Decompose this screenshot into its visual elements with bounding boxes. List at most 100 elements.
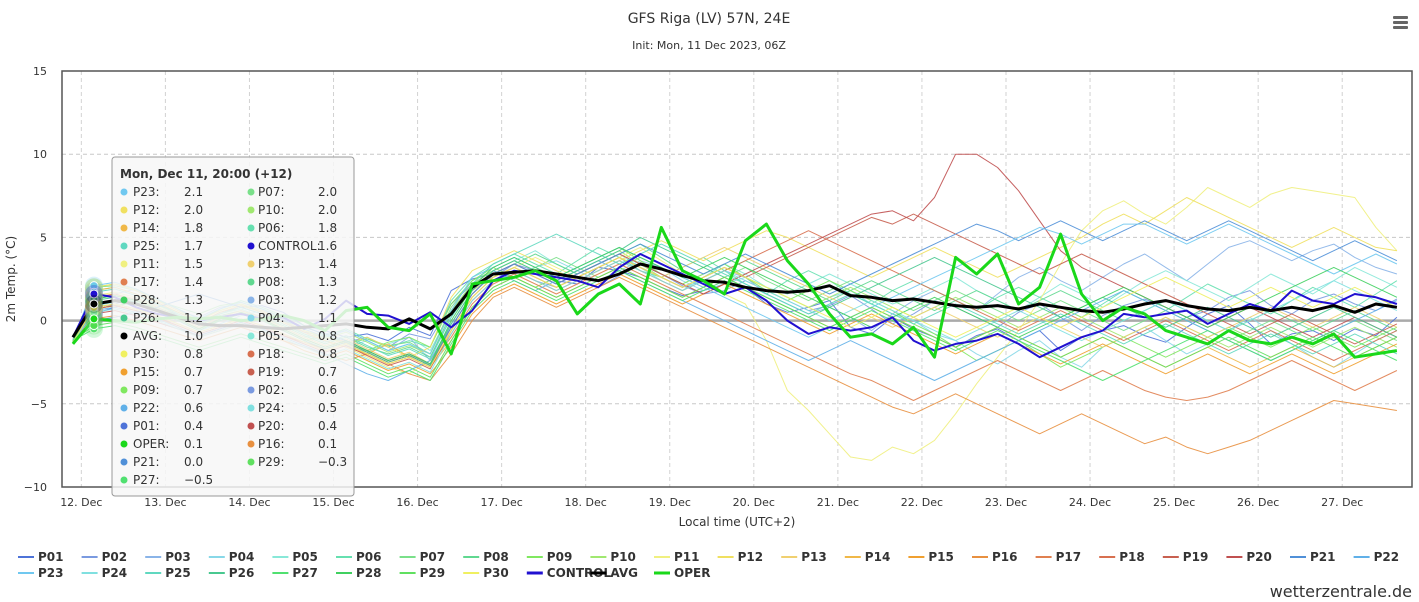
tooltip-dot (247, 404, 255, 412)
tooltip-series-name: P22: (133, 401, 160, 415)
tooltip-series-name: P30: (133, 347, 160, 361)
tooltip-dot (120, 188, 128, 196)
legend-item-p04[interactable]: P04 (208, 550, 255, 564)
legend-item-p13[interactable]: P13 (781, 550, 827, 564)
tooltip-box (111, 156, 355, 497)
tooltip-series-value: 1.2 (318, 293, 337, 307)
tooltip-series-name: P07: (258, 185, 285, 199)
x-tick-label: 20. Dec (733, 496, 775, 509)
legend-item-p25[interactable]: P25 (145, 566, 191, 580)
legend-item-oper[interactable]: OPER (654, 566, 710, 580)
legend-item-p12[interactable]: P12 (717, 550, 764, 564)
legend-item-avg[interactable]: AVG (590, 566, 638, 580)
legend-label: P28 (356, 566, 382, 580)
tooltip-dot (120, 404, 128, 412)
tooltip-series-value: 1.2 (184, 311, 203, 325)
plot-area[interactable] (61, 70, 1413, 488)
legend-item-p23[interactable]: P23 (18, 566, 64, 580)
legend-item-p16[interactable]: P16 (972, 550, 1018, 564)
x-tick-label: 18. Dec (565, 496, 607, 509)
legend-item-p08[interactable]: P08 (463, 550, 509, 564)
legend-item-p07[interactable]: P07 (399, 550, 446, 564)
legend-item-p01[interactable]: P01 (18, 550, 64, 564)
tooltip-series-value: 2.0 (318, 185, 337, 199)
legend-label: P03 (165, 550, 191, 564)
legend-item-p24[interactable]: P24 (81, 566, 128, 580)
legend-item-control[interactable]: CONTROL (526, 566, 612, 580)
tooltip-series-name: P20: (258, 419, 285, 433)
legend-item-p29[interactable]: P29 (399, 566, 446, 580)
tooltip-series-name: P08: (258, 275, 285, 289)
legend-item-p26[interactable]: P26 (208, 566, 255, 580)
legend-item-p10[interactable]: P10 (590, 550, 636, 564)
legend-item-p03[interactable]: P03 (145, 550, 191, 564)
tooltip-series-name: P24: (258, 401, 285, 415)
tooltip-series-value: 1.4 (184, 275, 203, 289)
legend-label: OPER (674, 566, 710, 580)
tooltip-dot (120, 332, 128, 340)
x-tick-label: 14. Dec (228, 496, 270, 509)
tooltip-series-value: 1.6 (318, 239, 337, 253)
legend-item-p11[interactable]: P11 (654, 550, 700, 564)
tooltip-series-name: P02: (258, 383, 285, 397)
tooltip-dot (120, 314, 128, 322)
tooltip-dot (247, 260, 255, 268)
tooltip-series-name: P17: (133, 275, 160, 289)
x-tick-label: 13. Dec (144, 496, 186, 509)
x-tick-label: 27. Dec (1321, 496, 1363, 509)
x-tick-label: 24. Dec (1069, 496, 1111, 509)
x-tick-label: 16. Dec (396, 496, 438, 509)
legend-label: P15 (928, 550, 954, 564)
legend-item-p05[interactable]: P05 (272, 550, 318, 564)
legend-item-p06[interactable]: P06 (336, 550, 382, 564)
x-tick-label: 25. Dec (1153, 496, 1195, 509)
tooltip-dot (120, 206, 128, 214)
tooltip-series-value: 2.0 (318, 203, 337, 217)
tooltip-series-name: CONTROL: (258, 239, 321, 253)
legend-label: P20 (1246, 550, 1272, 564)
legend-item-p18[interactable]: P18 (1099, 550, 1145, 564)
legend-item-p28[interactable]: P28 (336, 566, 382, 580)
legend-item-p27[interactable]: P27 (272, 566, 318, 580)
legend-label: P05 (292, 550, 318, 564)
legend-label: P23 (38, 566, 64, 580)
x-tick-label: 19. Dec (649, 496, 691, 509)
legend-label: P11 (674, 550, 700, 564)
legend-label: P29 (420, 566, 446, 580)
tooltip-series-value: −0.5 (184, 473, 213, 487)
tooltip-series-name: P10: (258, 203, 285, 217)
hamburger-menu-icon (1393, 16, 1408, 29)
tooltip-series-value: 1.1 (318, 311, 337, 325)
y-tick-label: 10 (33, 148, 47, 161)
legend-label: P01 (38, 550, 64, 564)
legend-item-p17[interactable]: P17 (1035, 550, 1082, 564)
tooltip-series-value: 0.7 (184, 365, 203, 379)
tooltip-series-value: 0.0 (184, 455, 203, 469)
tooltip-series-value: 0.7 (318, 365, 337, 379)
legend-label: P10 (610, 550, 636, 564)
legend-item-p22[interactable]: P22 (1353, 550, 1400, 564)
tooltip-series-value: 1.3 (318, 275, 337, 289)
tooltip-dot (120, 350, 128, 358)
legend-item-p19[interactable]: P19 (1162, 550, 1209, 564)
legend-item-p14[interactable]: P14 (844, 550, 891, 564)
legend-item-p20[interactable]: P20 (1226, 550, 1272, 564)
tooltip-dot (247, 332, 255, 340)
tooltip-series-value: 1.8 (318, 221, 337, 235)
legend-item-p30[interactable]: P30 (463, 566, 509, 580)
menu-button[interactable] (1388, 10, 1412, 34)
tooltip-series-name: P09: (133, 383, 160, 397)
tooltip-series-name: P04: (258, 311, 285, 325)
legend-label: P18 (1119, 550, 1145, 564)
tooltip-series-name: P06: (258, 221, 285, 235)
legend-item-p15[interactable]: P15 (908, 550, 954, 564)
hover-marker-oper (89, 314, 99, 324)
legend-item-p02[interactable]: P02 (81, 550, 128, 564)
tooltip-dot (247, 350, 255, 358)
tooltip-dot (120, 476, 128, 484)
legend-item-p09[interactable]: P09 (526, 550, 573, 564)
tooltip-series-value: 0.1 (184, 437, 203, 451)
legend-item-p21[interactable]: P21 (1290, 550, 1336, 564)
credit-link[interactable]: wetterzentrale.de (1270, 582, 1412, 601)
tooltip-dot (247, 368, 255, 376)
